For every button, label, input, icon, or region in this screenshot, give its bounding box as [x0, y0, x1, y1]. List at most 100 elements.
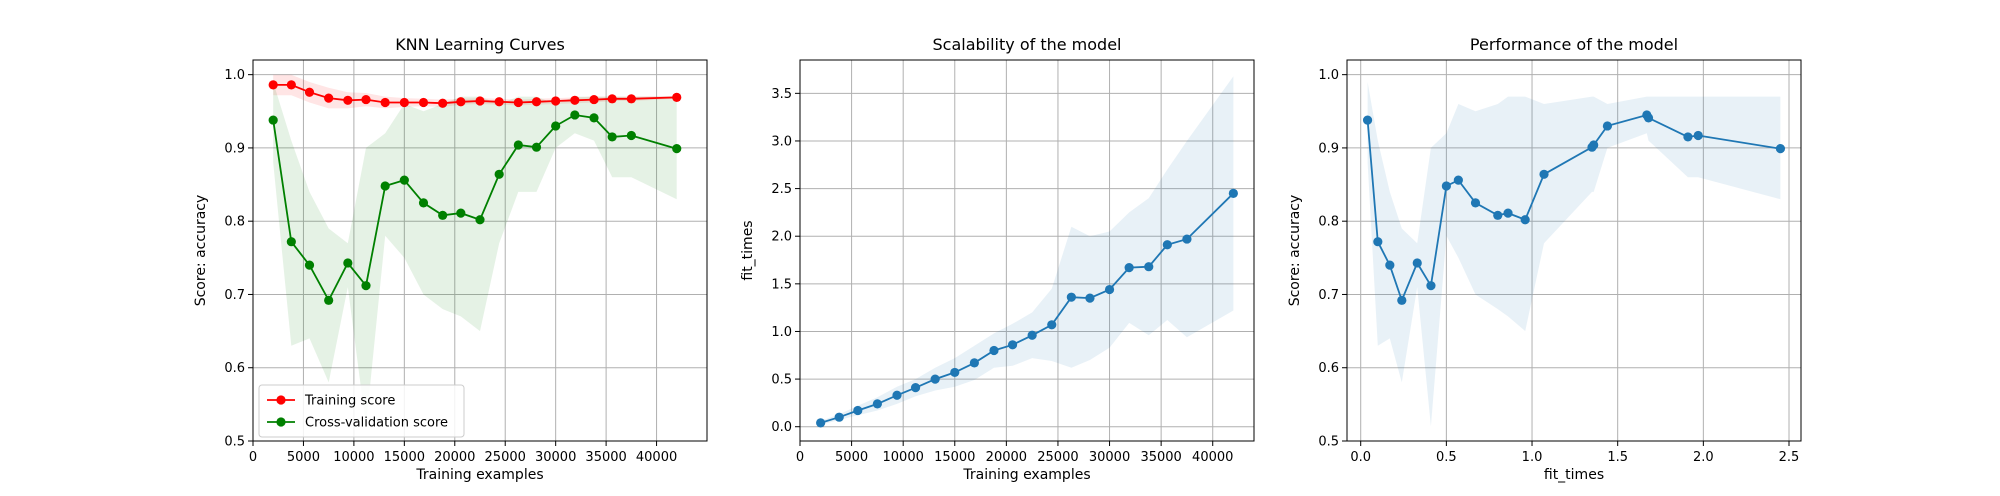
x-tick-label: 35000	[585, 450, 626, 465]
data-point	[1520, 215, 1530, 225]
x-tick-label: 30000	[1089, 450, 1130, 465]
x-axis-label: Training examples	[415, 467, 543, 483]
data-point	[438, 98, 448, 108]
x-tick-label: 5000	[287, 450, 320, 465]
x-tick-label: 40000	[636, 450, 677, 465]
data-point	[456, 208, 466, 218]
data-point	[1683, 132, 1693, 142]
x-tick-label: 0	[796, 450, 804, 465]
y-tick-label: 2.0	[771, 230, 792, 245]
data-point	[626, 94, 636, 104]
data-point	[672, 92, 682, 102]
axes-frame	[252, 59, 708, 442]
y-axis-label: fit_times	[740, 220, 756, 280]
data-point	[1362, 115, 1373, 125]
data-point	[1373, 237, 1383, 247]
legend-label: Training score	[304, 394, 395, 409]
data-point	[930, 374, 940, 384]
data-point	[324, 295, 334, 305]
data-point	[1397, 295, 1407, 305]
x-tick-label: 0.5	[1436, 450, 1457, 465]
data-point	[531, 97, 542, 107]
x-tick-label: 20000	[986, 450, 1027, 465]
data-point	[268, 115, 278, 125]
legend-swatch-marker	[276, 417, 286, 427]
data-point	[1007, 340, 1018, 350]
x-tick-label: 10000	[883, 450, 924, 465]
data-point	[1693, 130, 1703, 141]
data-point	[343, 258, 353, 268]
x-tick-label: 40000	[1192, 450, 1233, 465]
legend-swatch-marker	[276, 395, 286, 405]
data-point	[989, 345, 999, 356]
y-tick-label: 0.8	[1318, 215, 1339, 230]
y-tick-label: 1.5	[771, 277, 792, 292]
data-point	[853, 405, 863, 416]
y-axis-label: Score: accuracy	[193, 195, 209, 307]
data-point	[531, 142, 542, 152]
data-point	[304, 87, 315, 97]
x-tick-label: 0.0	[1350, 450, 1371, 465]
x-tick-label: 10000	[333, 450, 374, 465]
y-tick-label: 0.5	[1318, 435, 1339, 450]
y-tick-label: 0.5	[224, 435, 245, 450]
chart-title: KNN Learning Curves	[395, 35, 565, 54]
y-tick-label: 1.0	[1318, 68, 1339, 83]
data-point	[834, 412, 844, 422]
data-point	[1453, 175, 1463, 185]
data-point	[1493, 210, 1503, 220]
data-point	[1470, 198, 1481, 208]
data-point	[1441, 181, 1451, 191]
data-point	[589, 113, 599, 123]
x-tick-label: 15000	[934, 450, 975, 465]
data-point	[1775, 144, 1786, 154]
data-point	[1144, 262, 1154, 272]
data-point	[551, 96, 561, 106]
data-point	[1066, 292, 1076, 302]
data-point	[399, 175, 409, 185]
data-point	[324, 93, 334, 103]
legend-box	[258, 384, 465, 438]
data-point	[1228, 188, 1238, 198]
data-point	[286, 80, 296, 90]
data-point	[418, 198, 429, 208]
x-axis-label: fit_times	[1544, 467, 1604, 483]
x-tick-label: 30000	[535, 450, 576, 465]
data-point	[1027, 330, 1037, 340]
data-point	[343, 95, 353, 105]
data-point	[672, 144, 682, 154]
data-point	[607, 94, 617, 104]
data-point	[1412, 258, 1422, 268]
data-point	[892, 390, 902, 400]
x-tick-label: 20000	[434, 450, 475, 465]
data-point	[570, 95, 580, 105]
data-point	[1104, 284, 1115, 295]
data-point	[380, 181, 390, 191]
x-tick-label: 0	[249, 450, 257, 465]
y-tick-label: 3.0	[771, 134, 792, 149]
subplot-3: 0.0 0.5 1.0 1.5 2.0 2.5 0.5 0.6 0.7 0.8 0.9 1.0 Perf…	[1287, 35, 1802, 483]
data-point	[494, 169, 504, 179]
x-tick-label: 1.5	[1607, 450, 1628, 465]
data-point	[1385, 260, 1395, 270]
chart-title: Scalability of the model	[933, 35, 1122, 54]
y-tick-label: 0.6	[1318, 361, 1339, 376]
data-point	[475, 96, 485, 106]
data-point	[1539, 169, 1549, 179]
data-point	[1085, 293, 1095, 303]
data-point	[1643, 113, 1654, 123]
data-point	[1602, 121, 1613, 131]
data-point	[816, 418, 826, 428]
data-point	[399, 97, 409, 108]
data-point	[910, 383, 921, 393]
y-tick-label: 0.5	[771, 373, 792, 388]
data-point	[950, 367, 960, 378]
data-point	[361, 94, 371, 105]
subplot-1: 0 5000 10000 15000 20000 25000 30000 35000 40000…	[193, 35, 708, 483]
y-axis-label: Score: accuracy	[1287, 195, 1303, 307]
x-tick-label: 15000	[384, 450, 425, 465]
x-tick-label: 2.5	[1779, 450, 1800, 465]
x-tick-label: 5000	[835, 450, 868, 465]
data-point	[380, 97, 390, 108]
data-point	[969, 358, 979, 368]
